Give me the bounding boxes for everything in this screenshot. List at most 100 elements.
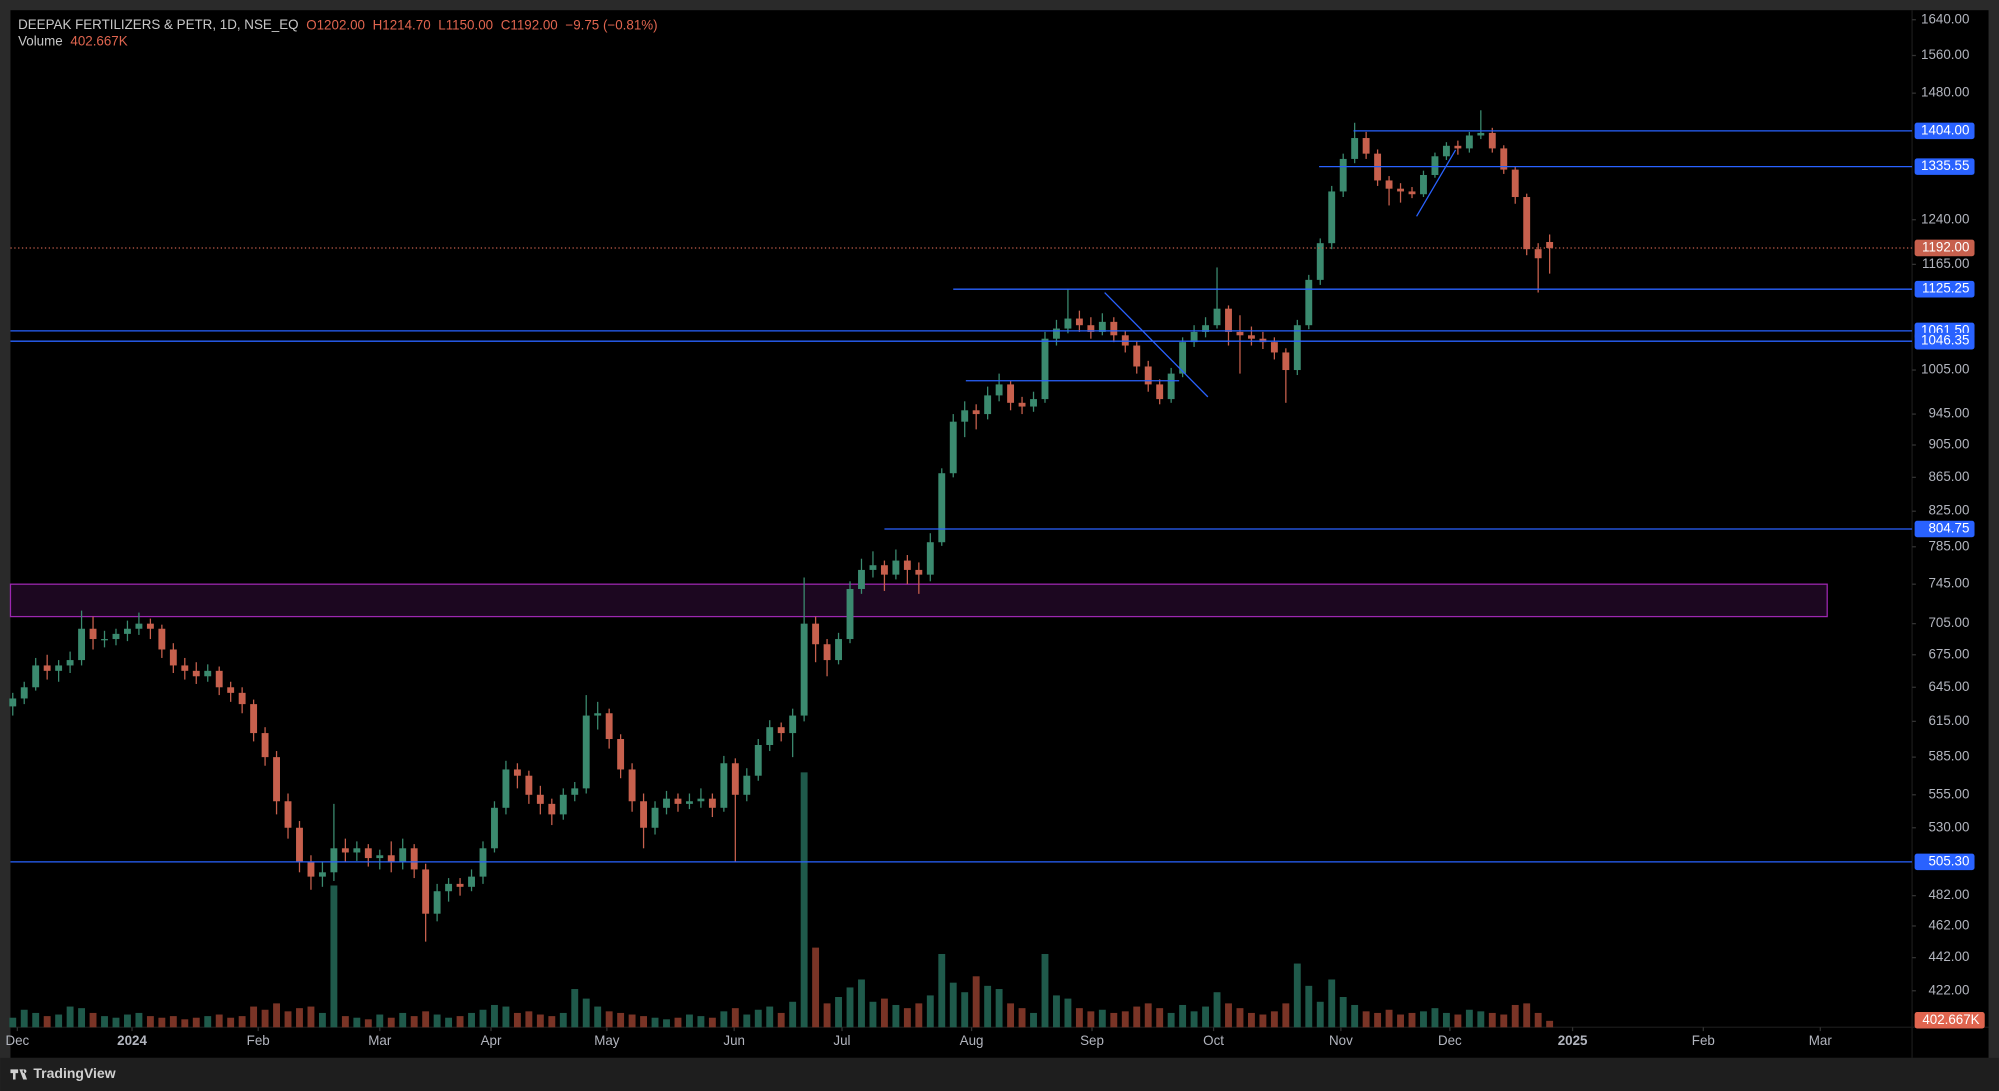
candle-body bbox=[858, 569, 865, 589]
candle-body bbox=[1362, 138, 1370, 154]
candle-body bbox=[1167, 373, 1175, 400]
candle-body bbox=[204, 670, 212, 677]
candle-body bbox=[296, 827, 303, 863]
volume-bar bbox=[146, 1016, 154, 1028]
candle-body bbox=[1328, 191, 1336, 244]
candle-body bbox=[663, 798, 670, 808]
candle-body bbox=[433, 891, 441, 914]
candle-body bbox=[215, 670, 223, 688]
candle-body bbox=[1293, 325, 1301, 371]
volume-bar bbox=[20, 1009, 28, 1028]
volume-bar bbox=[926, 995, 934, 1028]
volume-bar bbox=[1293, 963, 1301, 1028]
candle-body bbox=[1075, 318, 1083, 326]
candle-body bbox=[1500, 148, 1508, 170]
current-price-badge bbox=[1914, 239, 1975, 257]
volume-bar bbox=[32, 1012, 40, 1028]
volume-bar bbox=[1087, 1011, 1095, 1028]
volume-bar bbox=[1064, 998, 1072, 1028]
volume-bar bbox=[1431, 1008, 1439, 1028]
y-tick-label: 825.00 bbox=[1928, 503, 1969, 518]
candle-body bbox=[1098, 321, 1106, 332]
candle-body bbox=[364, 848, 372, 859]
candle-body bbox=[135, 623, 143, 629]
volume-bar bbox=[1179, 1004, 1187, 1028]
volume-bar bbox=[135, 1012, 143, 1028]
volume-bar bbox=[491, 1004, 498, 1028]
y-tick-label: 705.00 bbox=[1928, 615, 1969, 630]
volume-bar bbox=[410, 1016, 418, 1028]
candle-body bbox=[938, 473, 946, 543]
candle-body bbox=[456, 883, 464, 887]
candle-body bbox=[1259, 338, 1267, 343]
y-tick-label: 615.00 bbox=[1928, 713, 1969, 728]
candle-body bbox=[1339, 158, 1347, 192]
volume-bar bbox=[1041, 953, 1049, 1028]
candle-body bbox=[341, 848, 349, 853]
volume-bar bbox=[594, 1006, 602, 1028]
x-tick-label: Jul bbox=[833, 1033, 850, 1048]
volume-bar bbox=[674, 1017, 682, 1028]
volume-bar bbox=[124, 1014, 131, 1028]
volume-bar bbox=[1511, 1004, 1519, 1028]
volume-bar bbox=[708, 1017, 716, 1028]
x-tick-label: Oct bbox=[1203, 1033, 1224, 1048]
volume-bar bbox=[513, 1012, 521, 1028]
y-tick-label: 645.00 bbox=[1928, 679, 1969, 694]
volume-bar bbox=[720, 1011, 728, 1028]
candle-body bbox=[43, 665, 51, 671]
candle-body bbox=[78, 628, 86, 661]
candle-body bbox=[261, 733, 269, 758]
candle-body bbox=[823, 644, 831, 661]
ohlc-legend: O1202.00 H1214.70 L1150.00 C1192.00 −9.75 (−… bbox=[306, 17, 657, 32]
volume-bar bbox=[1385, 1009, 1393, 1028]
volume-bar bbox=[1465, 1009, 1473, 1028]
candle-body bbox=[674, 798, 682, 804]
volume-legend: 402.667K bbox=[70, 34, 127, 49]
symbol-title: DEEPAK FERTILIZERS & PETR, 1D, NSE_EQ bbox=[18, 17, 298, 32]
candle-body bbox=[1305, 279, 1313, 326]
y-tick-label: 462.00 bbox=[1928, 918, 1969, 933]
candle-body bbox=[1133, 345, 1141, 367]
chart-background bbox=[10, 10, 1989, 1058]
volume-bar bbox=[238, 1016, 246, 1028]
volume-bar bbox=[376, 1014, 384, 1028]
candle-body bbox=[1351, 138, 1359, 159]
volume-bar bbox=[89, 1012, 97, 1028]
volume-bar bbox=[789, 1001, 797, 1028]
candle-body bbox=[399, 848, 407, 863]
volume-bar bbox=[227, 1017, 235, 1028]
candle-body bbox=[903, 560, 911, 570]
y-tick-label: 442.00 bbox=[1928, 949, 1969, 964]
candle-body bbox=[1454, 145, 1462, 149]
volume-bar bbox=[364, 1019, 372, 1028]
candle-body bbox=[835, 639, 842, 661]
volume-bar bbox=[1523, 1003, 1531, 1028]
volume-bar bbox=[43, 1016, 51, 1028]
candle-body bbox=[1397, 188, 1404, 192]
candle-body bbox=[731, 763, 739, 795]
candle-body bbox=[525, 775, 533, 795]
candle-body bbox=[571, 788, 579, 795]
candle-body bbox=[66, 660, 74, 666]
volume-bar bbox=[697, 1016, 705, 1028]
candle-body bbox=[250, 704, 258, 734]
candle-body bbox=[686, 801, 693, 804]
candle-body bbox=[915, 569, 923, 575]
volume-bar bbox=[158, 1017, 166, 1028]
candle-body bbox=[491, 807, 498, 849]
volume-bar bbox=[823, 1003, 831, 1028]
volume-bar bbox=[433, 1014, 441, 1028]
y-tick-label: 905.00 bbox=[1928, 437, 1969, 452]
volume-bar bbox=[984, 985, 992, 1028]
candle-body bbox=[9, 698, 17, 707]
volume-bar bbox=[766, 1006, 774, 1028]
level-badge bbox=[1914, 520, 1975, 538]
volume-bar bbox=[353, 1017, 361, 1028]
x-tick-label: Mar bbox=[1809, 1033, 1833, 1048]
candle-body bbox=[410, 848, 418, 870]
candle-body bbox=[192, 670, 200, 677]
volume-bar bbox=[548, 1016, 556, 1028]
volume-bar bbox=[1247, 1012, 1255, 1028]
